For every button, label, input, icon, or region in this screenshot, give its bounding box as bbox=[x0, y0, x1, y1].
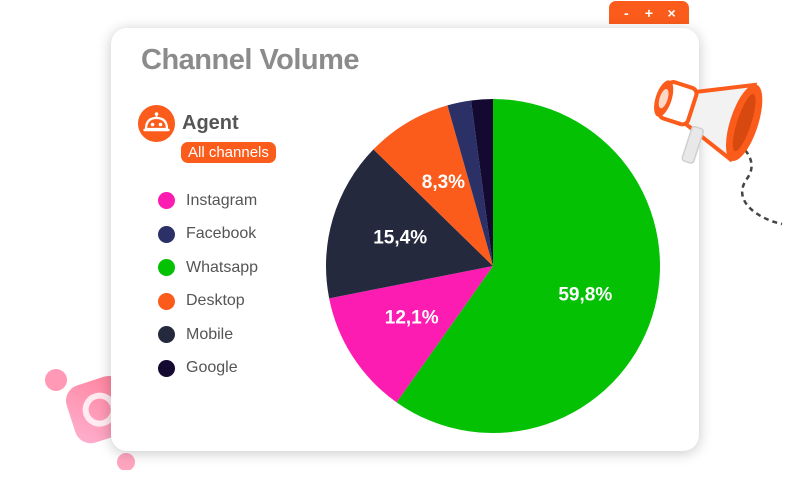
legend-swatch bbox=[158, 225, 175, 243]
chart-legend: Instagram Facebook Whatsapp Desktop Mobi… bbox=[158, 184, 258, 385]
pie-slice-google[interactable] bbox=[471, 99, 493, 266]
pie-slice-facebook[interactable] bbox=[447, 100, 493, 266]
legend-label: Google bbox=[186, 359, 238, 377]
legend-item-instagram[interactable]: Instagram bbox=[158, 184, 258, 218]
pie-slice-instagram[interactable] bbox=[329, 266, 493, 403]
pie-slice-mobile[interactable] bbox=[326, 149, 493, 299]
legend-label: Desktop bbox=[186, 292, 245, 310]
legend-item-whatsapp[interactable]: Whatsapp bbox=[158, 251, 258, 285]
page-title: Channel Volume bbox=[141, 44, 360, 76]
agent-name: Agent bbox=[182, 112, 239, 134]
legend-item-facebook[interactable]: Facebook bbox=[158, 218, 258, 252]
legend-label: Facebook bbox=[186, 225, 257, 243]
channel-filter-badge[interactable]: All channels bbox=[181, 142, 276, 163]
legend-swatch bbox=[158, 192, 175, 210]
legend-item-desktop[interactable]: Desktop bbox=[158, 285, 258, 319]
robot-icon bbox=[138, 105, 175, 142]
slice-label-instagram: 12,1% bbox=[385, 308, 439, 329]
pie-slice-whatsapp[interactable] bbox=[396, 99, 660, 433]
legend-item-mobile[interactable]: Mobile bbox=[158, 318, 258, 352]
maximize-button[interactable]: + bbox=[644, 4, 654, 21]
legend-swatch bbox=[158, 259, 175, 277]
megaphone-icon bbox=[654, 80, 783, 226]
legend-swatch bbox=[158, 326, 175, 344]
legend-label: Instagram bbox=[186, 191, 258, 209]
slice-label-mobile: 15,4% bbox=[373, 227, 427, 248]
slice-label-whatsapp: 59,8% bbox=[558, 284, 612, 305]
close-button[interactable]: × bbox=[667, 4, 676, 21]
pie-slice-desktop[interactable] bbox=[373, 105, 493, 267]
legend-swatch bbox=[158, 359, 175, 377]
legend-label: Mobile bbox=[186, 325, 234, 343]
slice-label-desktop: 8,3% bbox=[422, 172, 465, 193]
minimize-button[interactable]: - bbox=[623, 4, 629, 21]
legend-label: Whatsapp bbox=[186, 258, 259, 276]
window-controls: - + × bbox=[609, 1, 689, 24]
pie-chart: 59,8% 12,1% 15,4% 8,3% bbox=[326, 99, 660, 433]
legend-item-google[interactable]: Google bbox=[158, 352, 258, 386]
legend-swatch bbox=[158, 292, 175, 310]
